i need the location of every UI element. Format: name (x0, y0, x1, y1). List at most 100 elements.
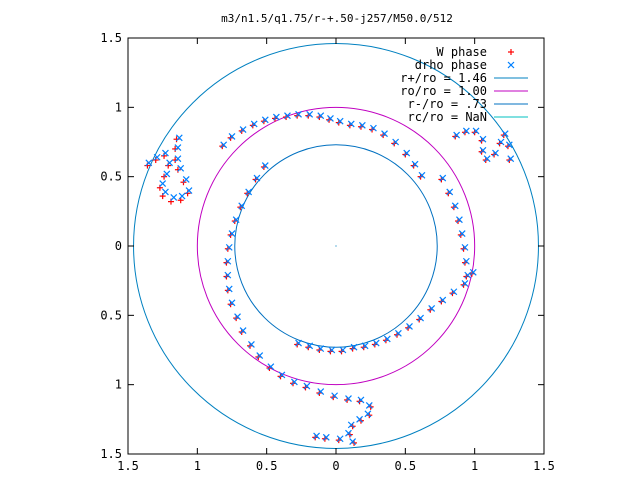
circle-3 (196, 106, 476, 386)
legend-label-5: rc/ro = NaN (408, 110, 487, 124)
point-s1-92 (453, 131, 461, 139)
point-s1-41 (225, 243, 233, 251)
point-s1-36 (253, 174, 261, 182)
legend-label-4: r-/ro = .73 (408, 97, 487, 111)
point-s1-6 (162, 188, 169, 196)
point-s1-94 (472, 127, 480, 135)
legend-label-2: r+/ro = 1.46 (400, 71, 487, 85)
point-s1-72 (350, 343, 358, 351)
y-tick-label: 1.5 (100, 447, 122, 461)
origin-dot (335, 245, 337, 247)
point-s1-5 (159, 180, 167, 188)
point-s1-87 (455, 216, 463, 224)
point-s1-23 (306, 110, 314, 118)
point-s1-97 (483, 155, 491, 163)
point-s1-90 (462, 257, 470, 265)
point-s1-64 (313, 432, 321, 440)
legend-marker-0 (508, 49, 514, 55)
y-tick-label: 0.5 (100, 170, 122, 184)
point-s1-78 (417, 314, 425, 322)
point-s1-2 (162, 149, 169, 157)
point-s1-4 (163, 170, 171, 178)
point-s1-9 (185, 187, 193, 194)
circle-4 (234, 144, 438, 348)
point-s1-100 (501, 130, 509, 138)
point-s1-11 (177, 164, 185, 172)
point-s1-69 (317, 345, 325, 353)
point-s1-45 (228, 299, 236, 307)
x-tick-label: 1 (194, 459, 201, 473)
point-s1-99 (497, 138, 505, 146)
point-s1-77 (406, 323, 413, 330)
point-s1-61 (347, 421, 355, 429)
point-s1-58 (365, 402, 373, 409)
point-s1-75 (383, 335, 391, 343)
point-s1-65 (322, 433, 330, 441)
point-s1-54 (317, 388, 325, 396)
point-s1-28 (358, 121, 366, 129)
point-s1-55 (331, 392, 339, 400)
x-tick-label: 1.5 (117, 459, 139, 473)
point-s1-62 (345, 429, 352, 437)
y-tick-label: 0 (115, 239, 122, 253)
point-s1-74 (372, 339, 380, 347)
point-s1-39 (232, 216, 240, 224)
point-s1-79 (428, 304, 436, 312)
point-s1-0 (145, 159, 153, 167)
x-tick-label: 1.5 (533, 459, 555, 473)
point-s1-19 (261, 116, 269, 124)
point-s1-46 (234, 313, 241, 321)
point-s1-67 (295, 339, 302, 347)
point-s1-95 (479, 135, 487, 143)
point-s1-73 (361, 342, 369, 350)
point-s1-34 (418, 171, 426, 179)
point-s1-101 (505, 141, 513, 149)
legend-label-0: W phase (436, 45, 487, 59)
point-s1-3 (166, 159, 174, 167)
point-s1-7 (170, 194, 178, 201)
x-tick-label: 0.5 (256, 459, 278, 473)
point-s1-89 (461, 243, 469, 251)
point-s1-12 (174, 155, 182, 163)
point-s1-91 (464, 271, 472, 279)
point-s1-85 (446, 188, 454, 196)
point-s1-49 (256, 352, 264, 359)
point-s1-48 (247, 341, 255, 348)
point-s1-81 (450, 288, 458, 296)
point-s1-33 (411, 160, 419, 168)
point-s1-22 (295, 110, 302, 118)
point-s1-102 (507, 155, 515, 163)
point-s1-76 (394, 329, 402, 337)
x-tick-label: 0.5 (394, 459, 416, 473)
point-s1-60 (356, 415, 363, 423)
point-s1-98 (492, 149, 499, 157)
point-s1-26 (336, 117, 344, 125)
point-s1-30 (381, 130, 388, 138)
point-s1-52 (290, 378, 298, 386)
point-s1-93 (462, 127, 470, 135)
point-s1-29 (370, 124, 377, 132)
axis-ticks: 1.5 1 0.5 0 0.5 1 1.51.510.500.511.5 (100, 31, 555, 473)
point-s1-44 (225, 285, 233, 293)
point-s1-40 (228, 230, 236, 237)
point-s1-35 (261, 162, 269, 169)
point-s1-42 (224, 257, 232, 265)
point-s1-14 (175, 134, 183, 142)
point-s1-70 (328, 346, 336, 354)
point-s1-43 (224, 271, 232, 279)
point-s1-66 (336, 435, 344, 443)
point-s1-83 (469, 268, 477, 276)
point-s1-63 (349, 438, 357, 445)
point-s1-15 (220, 141, 228, 149)
point-s1-10 (182, 176, 190, 183)
point-s1-47 (239, 327, 247, 335)
point-s1-68 (306, 342, 314, 350)
x-tick-label: 0 (332, 459, 339, 473)
point-s1-25 (327, 115, 334, 122)
point-s1-80 (439, 296, 447, 304)
point-s1-56 (345, 395, 352, 402)
legend-label-3: ro/ro = 1.00 (400, 84, 487, 98)
point-s1-71 (339, 346, 347, 354)
